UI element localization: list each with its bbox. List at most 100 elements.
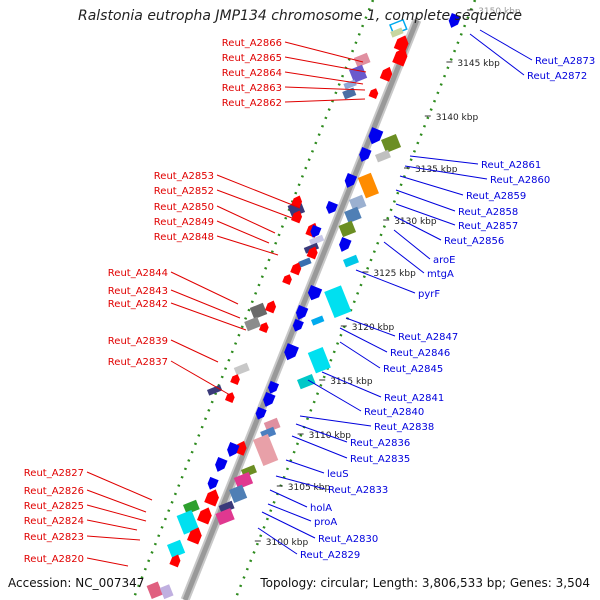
gene-block — [233, 362, 250, 376]
forward-gene-arrow — [225, 392, 235, 403]
forward-gene-arrow — [265, 300, 277, 314]
forward-gene-arrow — [290, 262, 302, 276]
gene-block — [349, 194, 367, 212]
reverse-gene-arrow — [310, 224, 322, 238]
right-gene-label: Reut_A2830 — [318, 534, 378, 545]
reverse-gene-arrow — [292, 318, 304, 332]
left-gene-label: Reut_A2823 — [24, 532, 84, 543]
right-gene-label: proA — [314, 517, 337, 528]
left-gene-label: Reut_A2864 — [222, 68, 282, 79]
forward-gene-arrow — [282, 274, 292, 285]
left-leader-line — [216, 205, 276, 234]
right-leader-line — [393, 229, 431, 260]
gene-block — [381, 134, 402, 153]
gene-block — [343, 254, 359, 268]
right-gene-label: holA — [310, 503, 332, 514]
topology-label: Topology: circular; Length: 3,806,533 bp… — [260, 576, 590, 590]
left-gene-label: Reut_A2825 — [24, 501, 84, 512]
left-leader-line — [216, 235, 279, 256]
right-leader-line — [395, 203, 456, 226]
right-leader-line — [321, 371, 382, 398]
right-leader-line — [399, 175, 464, 196]
right-leader-line — [261, 511, 316, 539]
gene-block — [233, 472, 254, 490]
right-gene-label: Reut_A2838 — [374, 422, 434, 433]
right-gene-label: aroE — [433, 255, 455, 266]
left-leader-line — [86, 519, 138, 531]
reverse-gene-arrow — [368, 127, 384, 145]
right-leader-line — [291, 435, 348, 459]
forward-gene-arrow — [368, 88, 379, 99]
gene-block — [146, 581, 163, 599]
gene-block — [167, 539, 186, 558]
reverse-gene-arrow — [267, 380, 280, 394]
forward-gene-arrow — [230, 374, 240, 385]
forward-gene-arrow — [234, 440, 247, 456]
gene-block — [244, 316, 261, 332]
reverse-gene-arrow — [325, 200, 338, 214]
reverse-gene-arrow — [227, 442, 240, 457]
left-leader-line — [86, 535, 141, 541]
left-leader-line — [284, 86, 366, 91]
left-leader-line — [284, 98, 366, 103]
left-gene-label: Reut_A2848 — [154, 232, 214, 243]
forward-gene-arrow — [187, 527, 202, 545]
right-leader-line — [339, 327, 388, 353]
right-gene-label: Reut_A2856 — [444, 236, 504, 247]
right-gene-label: Reut_A2841 — [384, 393, 444, 404]
right-leader-line — [269, 489, 308, 508]
right-gene-label: pyrF — [418, 289, 440, 300]
left-gene-label: Reut_A2843 — [108, 286, 168, 297]
left-gene-label: Reut_A2852 — [154, 186, 214, 197]
left-gene-label: Reut_A2824 — [24, 516, 84, 527]
left-gene-label: Reut_A2826 — [24, 486, 84, 497]
kbp-tick-label: 3150 kbp — [478, 7, 521, 17]
gene-block — [349, 64, 368, 83]
right-leader-line — [395, 189, 456, 212]
gene-block — [263, 417, 281, 433]
left-leader-line — [170, 339, 219, 363]
right-leader-line — [275, 475, 326, 490]
right-leader-line — [409, 155, 479, 165]
right-gene-label: Reut_A2840 — [364, 407, 424, 418]
right-gene-label: Reut_A2845 — [383, 364, 443, 375]
forward-gene-arrow — [259, 322, 269, 333]
gene-block — [353, 52, 371, 68]
right-leader-line — [383, 241, 425, 274]
right-gene-label: Reut_A2860 — [490, 175, 550, 186]
right-leader-line — [299, 415, 372, 427]
right-gene-label: Reut_A2847 — [398, 332, 458, 343]
left-gene-label: Reut_A2839 — [108, 336, 168, 347]
right-gene-label: Reut_A2835 — [350, 454, 410, 465]
right-gene-label: Reut_A2858 — [458, 207, 518, 218]
reverse-gene-arrow — [215, 457, 228, 472]
right-leader-line — [393, 215, 442, 241]
left-gene-label: Reut_A2837 — [108, 357, 168, 368]
left-leader-line — [284, 71, 364, 85]
right-leader-line — [307, 379, 362, 412]
left-gene-label: Reut_A2850 — [154, 202, 214, 213]
left-gene-label: Reut_A2866 — [222, 38, 282, 49]
left-gene-label: Reut_A2820 — [24, 554, 84, 565]
reverse-gene-arrow — [284, 343, 299, 361]
gene-block — [342, 87, 357, 100]
right-gene-label: Reut_A2829 — [300, 550, 360, 561]
right-gene-label: leuS — [327, 469, 349, 480]
right-gene-label: Reut_A2872 — [527, 71, 587, 82]
left-gene-label: Reut_A2863 — [222, 83, 282, 94]
forward-gene-arrow — [306, 246, 318, 260]
left-gene-label: Reut_A2842 — [108, 299, 168, 310]
reverse-gene-arrow — [307, 285, 323, 301]
left-leader-line — [86, 489, 147, 513]
reverse-gene-arrow — [339, 237, 352, 252]
gene-block — [311, 315, 325, 326]
kbp-tick-label: 3145 kbp — [457, 59, 500, 69]
right-leader-line — [285, 459, 325, 474]
reverse-gene-arrow — [359, 147, 372, 162]
right-gene-label: Reut_A2836 — [350, 438, 410, 449]
left-leader-line — [170, 302, 247, 331]
map-title: Ralstonia eutropha JMP134 chromosome 1, … — [77, 8, 522, 24]
gene-block — [338, 220, 357, 238]
